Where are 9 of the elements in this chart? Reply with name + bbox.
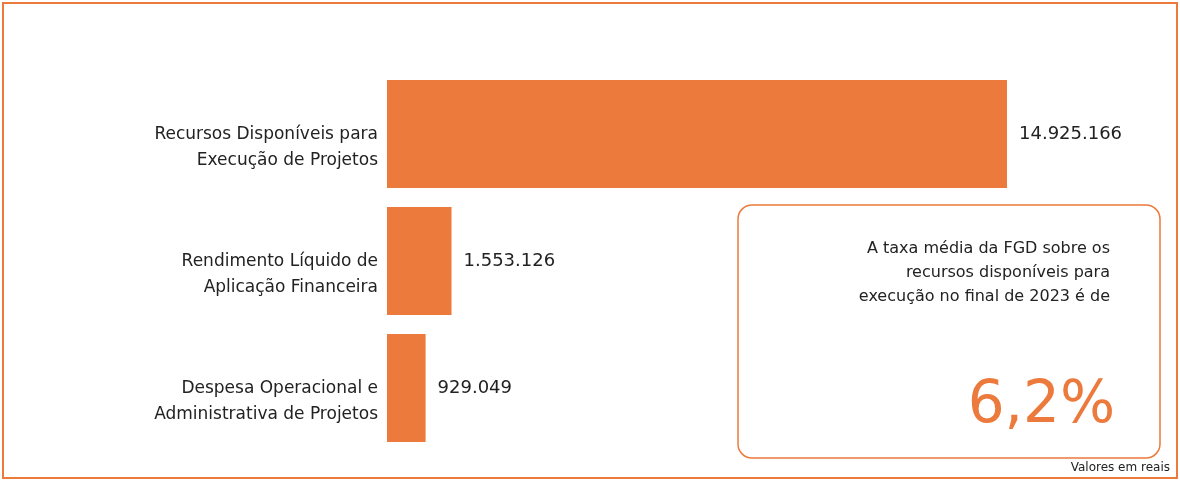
y-tick-label: Recursos Disponíveis para Execução de Projetos: [154, 122, 379, 169]
y-tick-label: Rendimento Líquido de Aplicação Financeira: [181, 250, 378, 296]
data-label: 14.925.166: [1019, 121, 1123, 143]
data-label: 1.553.126: [463, 249, 556, 270]
text: Valores em reais: [1070, 460, 1170, 474]
annotation: A taxa média da FGD sobre os recursos disponíveis para execução no final de 2023 é de: [858, 238, 1110, 305]
annotation: 6,2%: [967, 368, 1115, 436]
y-tick-label: Despesa Operacional e Administrativa de Projetos: [154, 377, 379, 424]
data-label: 929.049: [437, 376, 513, 398]
